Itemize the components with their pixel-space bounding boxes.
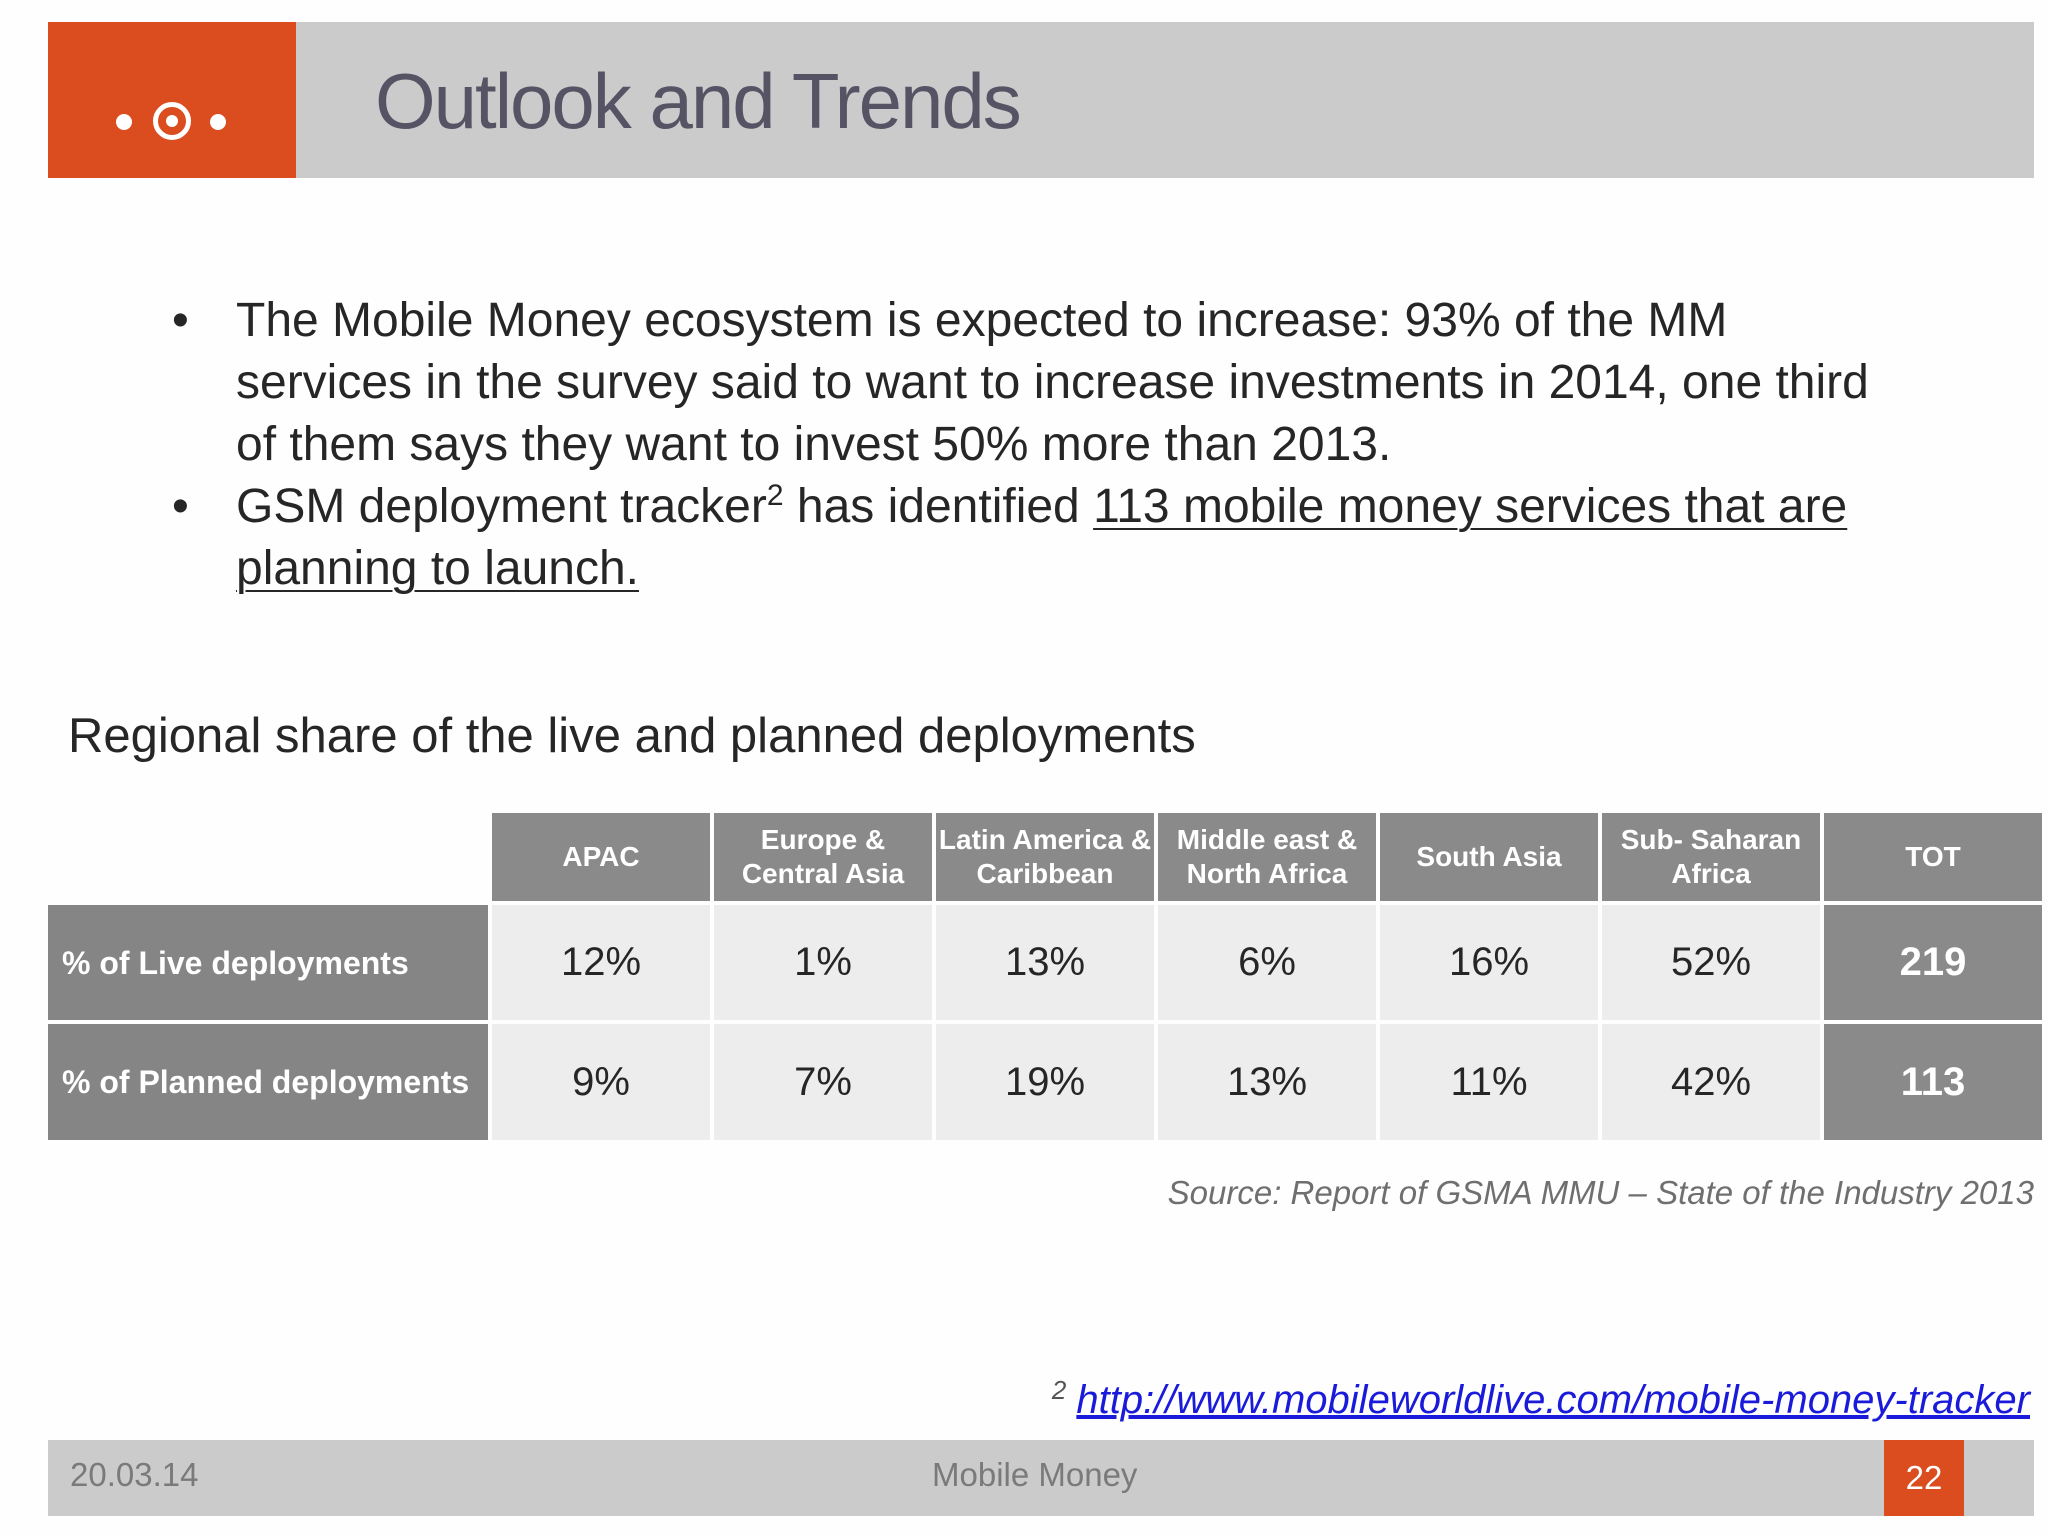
- row-label: % of Planned deployments: [48, 1024, 488, 1140]
- dot-icon: [210, 114, 226, 130]
- underlined-text: 113 mobile money services that are plann…: [236, 480, 1848, 595]
- footer-bar: [48, 1440, 2034, 1516]
- footer-date: 20.03.14: [70, 1456, 199, 1493]
- table-cell: 42%: [1602, 1024, 1820, 1140]
- dot-icon: [116, 114, 132, 130]
- column-header: Europe & Central Asia: [714, 813, 932, 901]
- footnote-number: 2: [1051, 1374, 1067, 1405]
- table-cell: 11%: [1380, 1024, 1598, 1140]
- bullet-icon: •: [172, 480, 189, 533]
- bullet-list: • The Mobile Money ecosystem is expected…: [168, 290, 1888, 600]
- source-note: Source: Report of GSMA MMU – State of th…: [1167, 1174, 2034, 1211]
- bullet-item: • GSM deployment tracker2 has identified…: [168, 476, 1888, 600]
- table-cell: 16%: [1380, 905, 1598, 1020]
- table-cell: 6%: [1158, 905, 1376, 1020]
- bullet-text: The Mobile Money ecosystem is expected t…: [236, 294, 1869, 471]
- footnote-ref: 2: [766, 479, 784, 512]
- table-cell: 12%: [492, 905, 710, 1020]
- table-cell: 13%: [1158, 1024, 1376, 1140]
- table-title: Regional share of the live and planned d…: [68, 709, 1196, 763]
- header-empty-cell: [48, 813, 488, 901]
- row-label: % of Live deployments: [48, 905, 488, 1020]
- logo-block: [48, 22, 296, 178]
- table-cell: 13%: [936, 905, 1154, 1020]
- tracker-link[interactable]: http://www.mobileworldlive.com/mobile-mo…: [1076, 1378, 2030, 1422]
- column-header: Middle east & North Africa: [1158, 813, 1376, 901]
- column-header: Sub- Saharan Africa: [1602, 813, 1820, 901]
- table-cell: 52%: [1602, 905, 1820, 1020]
- column-header: APAC: [492, 813, 710, 901]
- table-row: % of Planned deployments 9% 7% 19% 13% 1…: [48, 1024, 2042, 1140]
- column-header: TOT: [1824, 813, 2042, 901]
- bullet-item: • The Mobile Money ecosystem is expected…: [168, 290, 1888, 476]
- total-cell: 113: [1824, 1024, 2042, 1140]
- table-header-row: APAC Europe & Central Asia Latin America…: [48, 813, 2042, 901]
- bullet-text: GSM deployment tracker: [236, 480, 767, 533]
- page-title: Outlook and Trends: [375, 57, 1022, 145]
- footer-title: Mobile Money: [932, 1456, 1138, 1493]
- footnote: 2 http://www.mobileworldlive.com/mobile-m…: [1051, 1374, 2030, 1423]
- table-cell: 9%: [492, 1024, 710, 1140]
- regional-share-table: APAC Europe & Central Asia Latin America…: [44, 809, 2046, 1144]
- bullet-text: has identified: [783, 480, 1094, 533]
- table-row: % of Live deployments 12% 1% 13% 6% 16% …: [48, 905, 2042, 1020]
- table-cell: 1%: [714, 905, 932, 1020]
- title-bar: [48, 22, 2034, 178]
- table-cell: 19%: [936, 1024, 1154, 1140]
- target-icon: [153, 102, 191, 140]
- column-header: South Asia: [1380, 813, 1598, 901]
- total-cell: 219: [1824, 905, 2042, 1020]
- page-number: 22: [1884, 1440, 1964, 1516]
- table-cell: 7%: [714, 1024, 932, 1140]
- bullet-icon: •: [172, 294, 189, 347]
- column-header: Latin America & Caribbean: [936, 813, 1154, 901]
